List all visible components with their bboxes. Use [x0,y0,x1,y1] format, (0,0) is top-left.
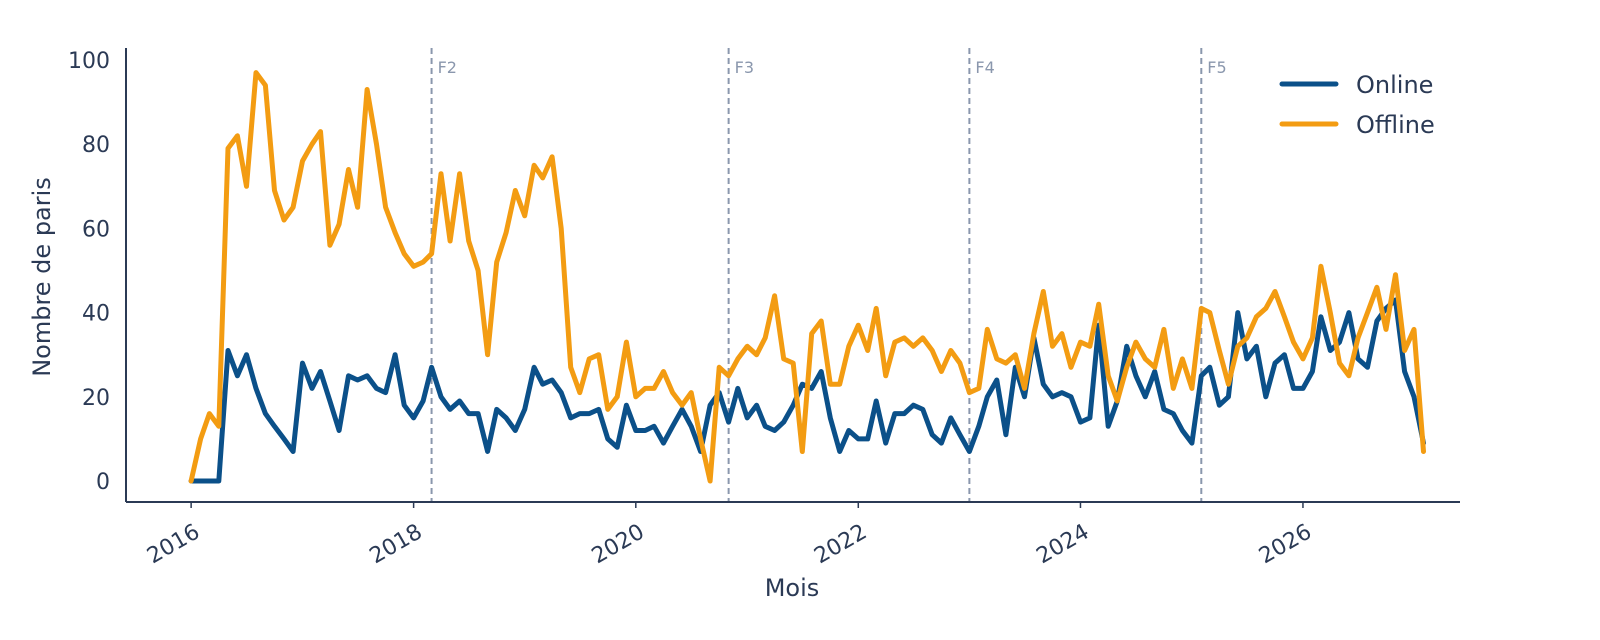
legend-label-offline: Offline [1356,111,1435,139]
y-tick-label-20: 20 [82,386,110,411]
y-axis-title: Nombre de paris [28,177,56,377]
event-markers: F2 F3 F4 F5 [430,48,1227,502]
event-label-0: F2 [438,58,457,77]
legend: Online Offline [1279,71,1435,139]
y-tick-label-60: 60 [82,217,110,242]
y-tick-label-0: 0 [96,470,110,495]
series-line-offline [188,70,1426,484]
y-tick-label-40: 40 [82,302,110,327]
x-tick-label-2020: 2020 [588,520,649,570]
y-tick-labels: 0 20 40 60 80 100 [68,49,110,495]
x-tick-label-2022: 2022 [810,520,871,570]
x-axis-title: Mois [765,574,820,602]
x-tick-label-2024: 2024 [1032,520,1093,570]
legend-item-online: Online [1279,71,1433,99]
y-tick-label-100: 100 [68,49,110,74]
series-lines [188,70,1426,484]
axes [125,48,1460,503]
y-tick-label-80: 80 [82,133,110,158]
x-tick-label-2018: 2018 [366,520,427,570]
event-label-2: F4 [975,58,994,77]
x-tick-labels: 2016 2018 2020 2022 2024 2026 [143,502,1316,569]
legend-item-offline: Offline [1279,111,1435,139]
event-label-1: F3 [735,58,754,77]
x-tick-label-2026: 2026 [1255,520,1316,570]
legend-label-online: Online [1356,71,1433,99]
event-label-3: F5 [1207,58,1226,77]
x-tick-label-2016: 2016 [143,520,204,570]
